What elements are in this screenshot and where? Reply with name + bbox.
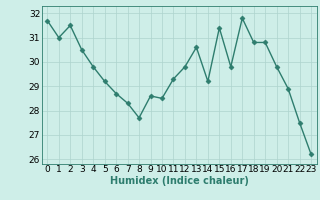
X-axis label: Humidex (Indice chaleur): Humidex (Indice chaleur) xyxy=(110,176,249,186)
